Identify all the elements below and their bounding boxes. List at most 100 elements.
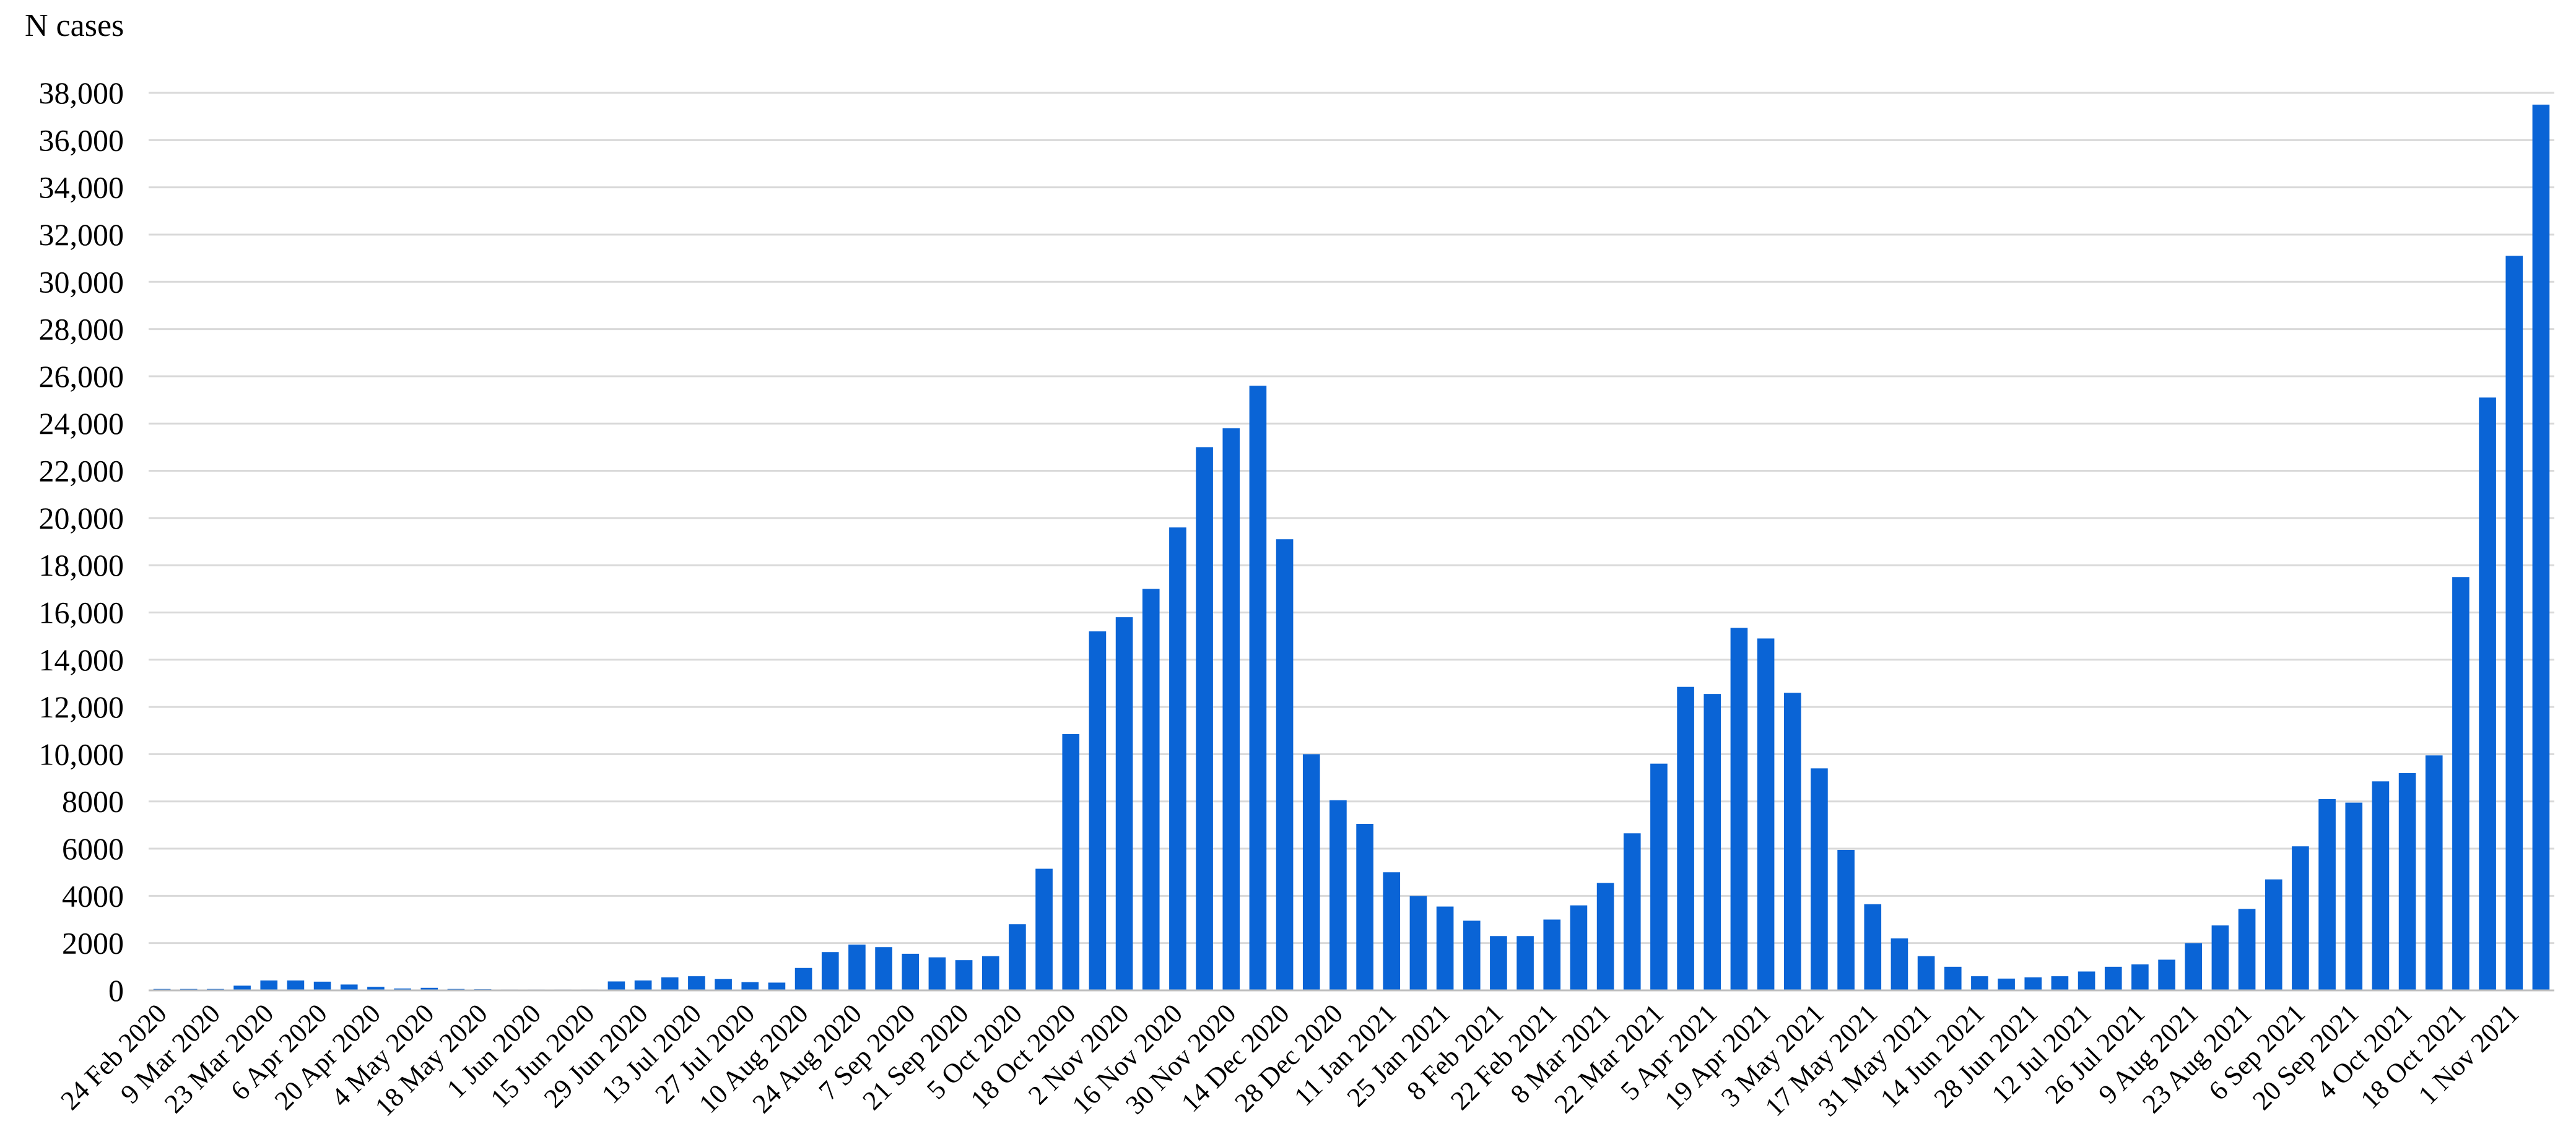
bar xyxy=(821,952,839,990)
y-axis-title: N cases xyxy=(25,8,124,43)
bar xyxy=(928,957,946,990)
bar xyxy=(1677,686,1694,990)
y-axis-tick-labels: 0 2000 4000 6000 8000 10,000 12,000 14,000 16,00… xyxy=(39,76,124,1008)
bar xyxy=(741,982,759,990)
y-tick-label: 32,000 xyxy=(39,217,124,252)
bar xyxy=(2425,755,2443,990)
bar xyxy=(1115,617,1133,990)
bar xyxy=(2505,256,2523,990)
bar xyxy=(794,967,812,990)
bar xyxy=(1222,428,1240,990)
bar xyxy=(2532,105,2550,991)
bar xyxy=(2185,943,2203,990)
bar xyxy=(1998,978,2015,990)
y-tick-label: 28,000 xyxy=(39,312,124,347)
bar xyxy=(1169,527,1186,990)
bar xyxy=(2158,959,2175,990)
bar xyxy=(1971,976,1988,990)
bar xyxy=(1276,539,1294,990)
gridlines xyxy=(149,92,2554,945)
bar xyxy=(1249,386,1267,990)
y-tick-label: 8000 xyxy=(62,784,124,819)
bar xyxy=(2131,964,2149,990)
bar xyxy=(607,981,625,990)
y-tick-label: 20,000 xyxy=(39,501,124,535)
bar xyxy=(1409,896,1427,990)
bar xyxy=(394,988,411,990)
bar xyxy=(1356,823,1373,990)
y-tick-label: 30,000 xyxy=(39,264,124,299)
bar xyxy=(233,985,251,990)
y-tick-label: 34,000 xyxy=(39,170,124,205)
bar xyxy=(2372,781,2390,990)
bar xyxy=(1035,868,1053,990)
bar xyxy=(1811,768,1828,990)
bar xyxy=(1543,919,1561,990)
bar xyxy=(1623,833,1641,990)
bar xyxy=(1944,966,1962,990)
bar xyxy=(1891,938,1908,990)
bar xyxy=(1196,447,1213,990)
bar xyxy=(875,947,892,990)
bar xyxy=(1650,763,1668,990)
bar xyxy=(2104,966,2122,990)
bar xyxy=(2398,773,2416,990)
bar xyxy=(661,977,679,990)
y-tick-label: 22,000 xyxy=(39,454,124,488)
bar xyxy=(2211,925,2229,990)
bar xyxy=(768,982,786,990)
y-tick-label: 16,000 xyxy=(39,595,124,630)
bar xyxy=(2024,977,2042,990)
bar xyxy=(1089,631,1107,990)
bar xyxy=(1704,694,1721,990)
bar-series xyxy=(153,105,2550,991)
bar xyxy=(1490,936,1507,990)
y-tick-label: 24,000 xyxy=(39,406,124,441)
bar xyxy=(848,944,866,990)
bar xyxy=(1837,849,1855,990)
bar xyxy=(1864,904,1882,990)
bar xyxy=(1730,628,1748,990)
y-tick-label: 38,000 xyxy=(39,76,124,110)
bar xyxy=(1009,924,1026,990)
y-tick-label: 4000 xyxy=(62,878,124,913)
bar xyxy=(1917,956,1935,990)
y-tick-label: 18,000 xyxy=(39,548,124,582)
bar xyxy=(688,976,705,990)
bar xyxy=(1596,883,1614,990)
bar xyxy=(634,980,652,990)
bar xyxy=(340,984,358,990)
bar xyxy=(1516,936,1534,990)
bar xyxy=(1302,754,1320,990)
bar xyxy=(1142,589,1160,990)
y-tick-label: 12,000 xyxy=(39,690,124,724)
bar xyxy=(1463,920,1481,990)
bar xyxy=(2265,879,2282,990)
bar xyxy=(420,987,438,990)
bar xyxy=(902,953,920,990)
bar xyxy=(1436,906,1454,990)
bar xyxy=(2452,577,2469,990)
y-tick-label: 2000 xyxy=(62,926,124,961)
bar xyxy=(2345,802,2363,990)
bar xyxy=(2292,846,2309,990)
y-tick-label: 14,000 xyxy=(39,643,124,677)
y-tick-label: 6000 xyxy=(62,831,124,866)
bar xyxy=(2479,397,2496,990)
bar xyxy=(260,980,278,990)
bar xyxy=(1383,872,1401,990)
bar xyxy=(2238,909,2256,990)
bar xyxy=(1757,638,1775,990)
bar xyxy=(955,960,973,990)
bar xyxy=(2078,971,2095,990)
bar xyxy=(715,979,732,990)
bar xyxy=(1329,800,1347,990)
bar xyxy=(981,956,999,990)
bar xyxy=(2318,799,2336,990)
bar xyxy=(287,980,305,990)
bar xyxy=(313,981,331,990)
bar xyxy=(1062,734,1080,990)
bar xyxy=(367,987,385,990)
